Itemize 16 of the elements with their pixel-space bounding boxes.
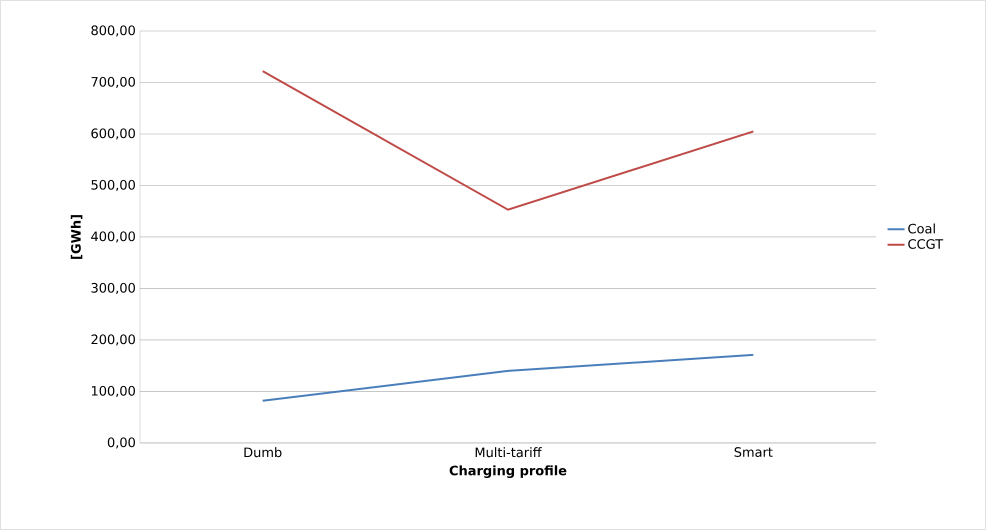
x-tick-label: Smart (734, 447, 773, 457)
legend-label: CCGT (908, 239, 944, 249)
y-tick-label: 500,00 (92, 180, 135, 192)
y-axis-title: [GWh] (70, 215, 82, 259)
y-tick-label: 300,00 (91, 282, 135, 294)
legend-label: Coal (908, 223, 935, 234)
x-tick-label: Dumb (244, 447, 282, 458)
y-tick-label: 600,00 (91, 128, 135, 140)
y-tick-label: 0,00 (108, 437, 135, 449)
x-tick-label: Multi-tariff (476, 447, 542, 458)
y-tick-label: 200,00 (91, 334, 135, 346)
y-tick-label: 700,00 (92, 76, 135, 88)
x-axis-title: Charging profile (450, 465, 566, 478)
y-tick-label: 400,00 (91, 231, 135, 243)
y-tick-label: 800,00 (91, 25, 135, 37)
y-tick-label: 100,00 (92, 386, 135, 398)
